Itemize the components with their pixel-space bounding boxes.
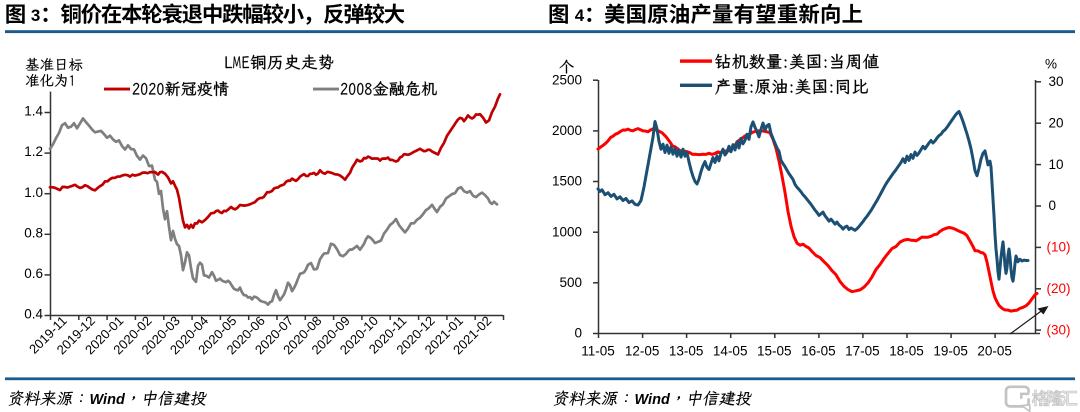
svg-text:18-05: 18-05 — [889, 344, 924, 359]
svg-text:20-05: 20-05 — [977, 344, 1012, 359]
svg-text:2500: 2500 — [552, 72, 582, 87]
svg-text:(10): (10) — [1047, 240, 1071, 255]
svg-text:0.8: 0.8 — [24, 225, 43, 240]
svg-text:0.6: 0.6 — [24, 266, 43, 281]
svg-text:(30): (30) — [1047, 322, 1071, 337]
svg-text:13-05: 13-05 — [669, 344, 704, 359]
svg-text:30: 30 — [1049, 74, 1064, 89]
svg-text:17-05: 17-05 — [845, 344, 880, 359]
svg-text:2000: 2000 — [552, 123, 582, 138]
svg-text:10: 10 — [1049, 157, 1064, 172]
svg-text:15-05: 15-05 — [757, 344, 792, 359]
svg-text:0: 0 — [1049, 198, 1057, 213]
svg-text:1.4: 1.4 — [24, 104, 43, 119]
svg-text:14-05: 14-05 — [713, 344, 748, 359]
svg-text:4: 4 — [575, 6, 585, 25]
svg-text:Wind: Wind — [90, 392, 126, 408]
svg-text:%: % — [1045, 57, 1057, 72]
svg-text:0: 0 — [574, 326, 582, 341]
svg-text:3: 3 — [31, 6, 40, 25]
svg-text:19-05: 19-05 — [933, 344, 968, 359]
svg-text:1.2: 1.2 — [24, 144, 43, 159]
svg-text:500: 500 — [559, 275, 582, 290]
svg-text:1000: 1000 — [552, 224, 582, 239]
svg-text:12-05: 12-05 — [625, 344, 660, 359]
svg-text:16-05: 16-05 — [801, 344, 836, 359]
svg-text:1.0: 1.0 — [24, 185, 43, 200]
svg-text:20: 20 — [1049, 115, 1064, 130]
svg-text:0.4: 0.4 — [24, 307, 43, 322]
svg-text:1500: 1500 — [552, 174, 582, 189]
svg-text:11-05: 11-05 — [581, 344, 615, 359]
svg-text:(20): (20) — [1047, 281, 1071, 296]
svg-text:Wind: Wind — [635, 392, 671, 408]
